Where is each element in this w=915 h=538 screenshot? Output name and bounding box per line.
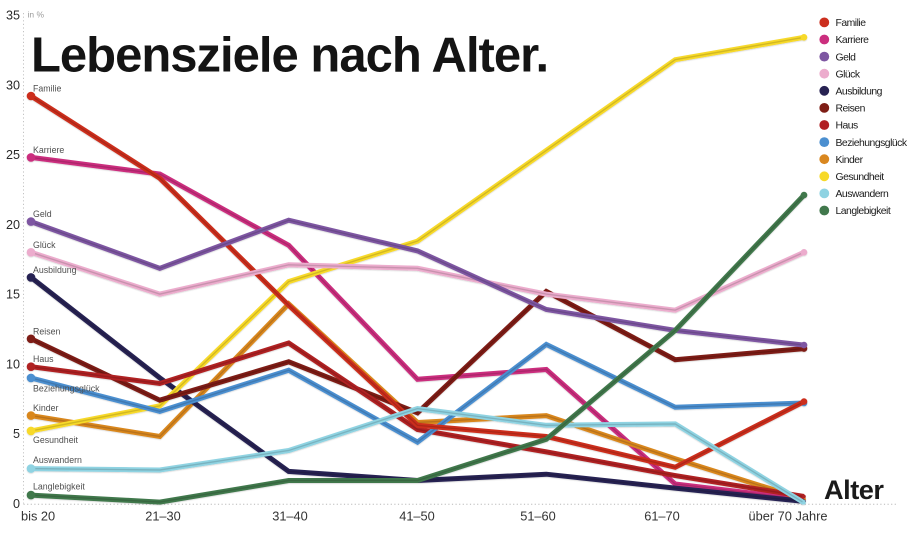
svg-text:Auswandern: Auswandern — [33, 455, 82, 465]
svg-text:Gesundheit: Gesundheit — [33, 435, 79, 445]
svg-text:Alter: Alter — [824, 474, 884, 505]
svg-text:15: 15 — [6, 288, 20, 302]
svg-text:Karriere: Karriere — [33, 145, 64, 155]
svg-text:Ausbildung: Ausbildung — [33, 265, 77, 275]
svg-text:Reisen: Reisen — [836, 104, 866, 115]
svg-text:Glück: Glück — [836, 69, 861, 80]
svg-text:25: 25 — [6, 148, 20, 162]
svg-text:Haus: Haus — [836, 121, 859, 132]
svg-text:Gesundheit: Gesundheit — [836, 172, 885, 183]
svg-text:35: 35 — [6, 9, 20, 23]
svg-text:51–60: 51–60 — [520, 509, 556, 524]
svg-text:61–70: 61–70 — [644, 509, 680, 524]
svg-text:Reisen: Reisen — [33, 326, 60, 336]
svg-text:Langlebigkeit: Langlebigkeit — [33, 482, 85, 492]
svg-text:Ausbildung: Ausbildung — [836, 87, 883, 98]
svg-text:10: 10 — [6, 357, 20, 371]
svg-text:31–40: 31–40 — [272, 509, 308, 524]
svg-text:41–50: 41–50 — [399, 509, 435, 524]
svg-text:Auswandern: Auswandern — [836, 189, 889, 200]
svg-text:Beziehungsglück: Beziehungsglück — [33, 383, 100, 393]
svg-text:Familie: Familie — [33, 84, 61, 94]
svg-text:21–30: 21–30 — [145, 509, 181, 524]
svg-text:Kinder: Kinder — [836, 155, 864, 166]
svg-text:Lebensziele nach Alter.: Lebensziele nach Alter. — [31, 29, 548, 83]
svg-text:20: 20 — [6, 218, 20, 232]
svg-text:über 70 Jahre: über 70 Jahre — [749, 509, 828, 524]
svg-text:bis 20: bis 20 — [21, 509, 55, 524]
svg-text:Karriere: Karriere — [836, 35, 870, 46]
svg-text:in %: in % — [28, 10, 45, 20]
svg-text:0: 0 — [13, 497, 20, 511]
svg-text:Beziehungsglück: Beziehungsglück — [836, 138, 908, 149]
svg-text:Kinder: Kinder — [33, 403, 58, 413]
svg-text:30: 30 — [6, 78, 20, 92]
svg-text:5: 5 — [13, 427, 20, 441]
svg-text:Glück: Glück — [33, 240, 56, 250]
svg-text:Haus: Haus — [33, 354, 54, 364]
svg-text:Geld: Geld — [33, 209, 52, 219]
svg-text:Geld: Geld — [836, 52, 857, 63]
svg-text:Familie: Familie — [836, 18, 867, 29]
svg-text:Langlebigkeit: Langlebigkeit — [836, 206, 891, 217]
